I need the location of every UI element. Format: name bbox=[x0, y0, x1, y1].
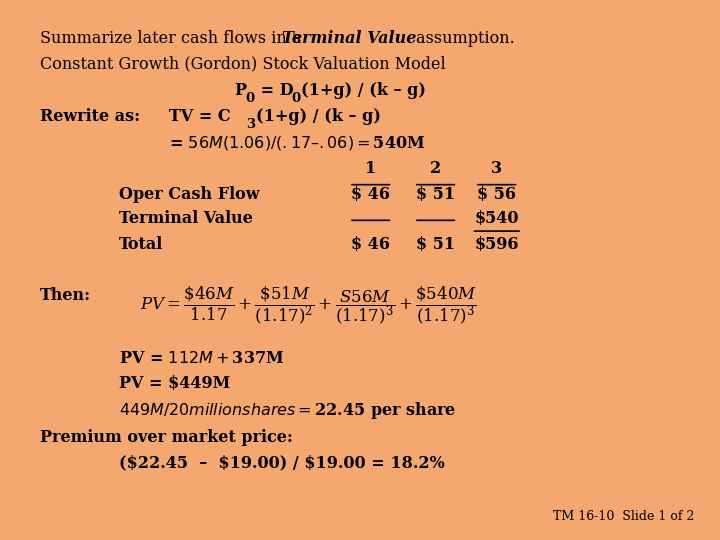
Text: 3: 3 bbox=[246, 118, 256, 131]
Text: (1+g) / (k – g): (1+g) / (k – g) bbox=[301, 82, 426, 99]
Text: 3: 3 bbox=[491, 160, 503, 177]
Text: (1+g) / (k – g): (1+g) / (k – g) bbox=[256, 108, 380, 125]
Text: Oper Cash Flow: Oper Cash Flow bbox=[119, 186, 259, 202]
Text: TV = C: TV = C bbox=[169, 108, 231, 125]
Text: = $56M (1.06) / (.17  –  .06) = $540M: = $56M (1.06) / (.17 – .06) = $540M bbox=[169, 134, 426, 152]
Text: Then:: Then: bbox=[40, 287, 91, 304]
Text: $ 51: $ 51 bbox=[416, 236, 455, 253]
Text: ($22.45  –  $19.00) / $19.00 = 18.2%: ($22.45 – $19.00) / $19.00 = 18.2% bbox=[119, 455, 444, 471]
Text: $540: $540 bbox=[474, 210, 519, 226]
Text: Total: Total bbox=[119, 236, 163, 253]
Text: Constant Growth (Gordon) Stock Valuation Model: Constant Growth (Gordon) Stock Valuation… bbox=[40, 55, 446, 72]
Text: 2: 2 bbox=[430, 160, 441, 177]
Text: $ 51: $ 51 bbox=[416, 186, 455, 202]
Text: Premium over market price:: Premium over market price: bbox=[40, 429, 292, 446]
Text: Summarize later cash flows in a: Summarize later cash flows in a bbox=[40, 30, 306, 46]
Text: Rewrite as:: Rewrite as: bbox=[40, 108, 140, 125]
Text: Terminal Value: Terminal Value bbox=[282, 30, 417, 46]
Text: $ 46: $ 46 bbox=[351, 186, 390, 202]
Text: $449M / 20 million shares = $22.45 per share: $449M / 20 million shares = $22.45 per s… bbox=[119, 400, 456, 421]
Text: $ 56: $ 56 bbox=[477, 186, 516, 202]
Text: $ 46: $ 46 bbox=[351, 236, 390, 253]
Text: 1: 1 bbox=[365, 160, 377, 177]
Text: 0: 0 bbox=[246, 92, 255, 105]
Text: PV = $112M + $337M: PV = $112M + $337M bbox=[119, 350, 284, 367]
Text: 0: 0 bbox=[292, 92, 301, 105]
Text: $596: $596 bbox=[474, 236, 519, 253]
Text: = D: = D bbox=[255, 82, 294, 99]
Text: Terminal Value: Terminal Value bbox=[119, 210, 253, 226]
Text: assumption.: assumption. bbox=[411, 30, 515, 46]
Text: PV = $449M: PV = $449M bbox=[119, 375, 230, 392]
Text: $PV = \dfrac{\$46M}{1.17} + \dfrac{\$51M}{(1.17)^{2}} + \dfrac{S56M}{(1.17)^{3}}: $PV = \dfrac{\$46M}{1.17} + \dfrac{\$51M… bbox=[140, 285, 477, 327]
Text: TM 16-10  Slide 1 of 2: TM 16-10 Slide 1 of 2 bbox=[554, 510, 695, 523]
Text: P: P bbox=[234, 82, 246, 99]
